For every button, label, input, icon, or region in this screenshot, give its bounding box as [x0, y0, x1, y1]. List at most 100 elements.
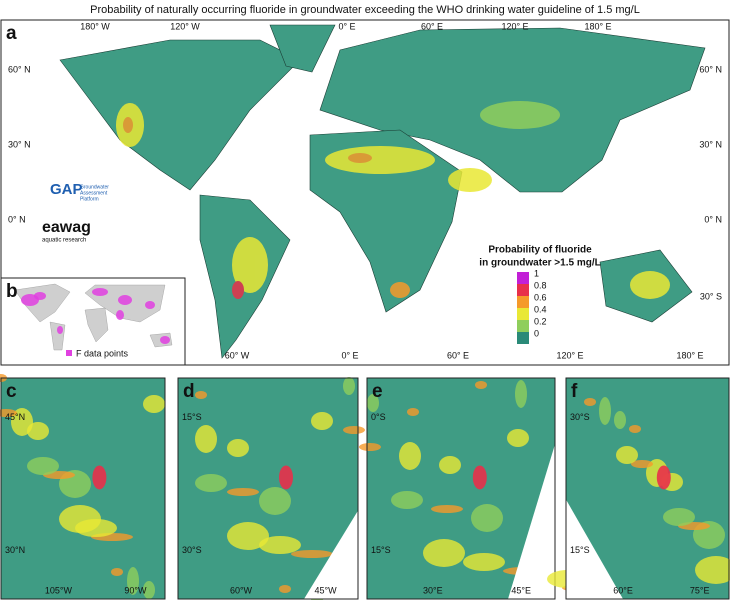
map-patch: [143, 395, 165, 413]
panel-frame: [565, 377, 730, 600]
lon-label: 180° W: [80, 21, 110, 31]
panel-frame: [0, 19, 730, 366]
legend-swatch: [66, 350, 72, 356]
map-patch: [359, 443, 381, 451]
panel-label: f: [571, 381, 578, 402]
map-patch: [407, 408, 419, 416]
greenland: [269, 24, 336, 73]
map-patch: [431, 505, 463, 513]
legend-label: 1: [534, 268, 539, 278]
lon-label: 120° W: [170, 21, 200, 31]
map-patch: [127, 567, 139, 595]
map-patch: [695, 556, 730, 584]
lat-label: 30°S: [182, 545, 202, 555]
panel-frame: [177, 377, 359, 600]
legend-swatch: [517, 308, 529, 320]
lat-label: 0° N: [8, 214, 26, 224]
panel-frame: [366, 377, 556, 600]
zoom-panel: d 15°S 30°S 60°W 45°W: [177, 377, 365, 600]
map-patch: [343, 426, 365, 434]
data-point-cluster: [118, 295, 132, 305]
gap-logo-text: Platform: [80, 196, 99, 202]
lon-label: 120° E: [556, 350, 583, 360]
lat-label: 45°N: [5, 412, 25, 422]
map-patch: [614, 411, 626, 429]
hotspots: [116, 101, 670, 299]
lon-label: 120° E: [501, 21, 528, 31]
legend-swatch: [517, 320, 529, 332]
lat-label: 60° N: [699, 64, 722, 74]
lat-label: 30° N: [699, 139, 722, 149]
eawag-logo: eawag: [42, 219, 91, 236]
lon-label: 105°W: [45, 585, 73, 595]
map-patch: [463, 553, 505, 571]
lon-label: 60° W: [225, 350, 250, 360]
lon-label: 45°W: [315, 585, 338, 595]
zoom-panel: e 0°S 15°S 30°E 45°E: [359, 377, 556, 600]
eawag-tagline: aquatic research: [42, 238, 86, 244]
map-patch: [616, 446, 638, 464]
ocean: [508, 444, 555, 599]
panel-label: b: [6, 281, 18, 302]
map-hotspot: [472, 465, 487, 490]
legend-title: in groundwater >1.5 mg/L: [479, 258, 600, 269]
lon-label: 0° E: [338, 21, 355, 31]
map-patch: [663, 508, 695, 526]
map-patch: [279, 585, 291, 593]
map-patch: [195, 474, 227, 492]
lon-label: 180° E: [676, 350, 703, 360]
data-point-cluster: [145, 301, 155, 309]
map-patch: [11, 408, 33, 436]
north-america: [59, 39, 301, 191]
lon-label: 180° E: [584, 21, 611, 31]
map-hotspot: [279, 465, 293, 490]
legend-label: 0: [534, 328, 539, 338]
gap-logo-text: Groundwater: [80, 184, 109, 190]
legend-label: 0.8: [534, 280, 547, 290]
panel-frame: [0, 377, 166, 600]
legend-swatch: [517, 284, 529, 296]
lat-label: 60° N: [8, 64, 31, 74]
figure-title: Probability of naturally occurring fluor…: [90, 4, 640, 16]
map-patch: [259, 487, 291, 515]
lat-label: 0° N: [704, 214, 722, 224]
lat-label: 30°N: [5, 545, 25, 555]
map-patch: [59, 505, 101, 533]
map-patch: [584, 398, 596, 406]
data-point-cluster: [92, 288, 108, 296]
map-patch: [599, 397, 611, 425]
legend-label: 0.2: [534, 316, 547, 326]
map-patch: [399, 442, 421, 470]
africa: [309, 129, 463, 313]
gap-logo-text: Assessment: [80, 190, 108, 196]
data-point-cluster: [160, 336, 170, 344]
map-patch: [0, 409, 17, 417]
zoom-panel: c 45°N 30°N 105°W 90°W: [0, 374, 166, 600]
map-patch: [27, 457, 59, 475]
data-point-cluster: [34, 292, 46, 300]
map-patch: [515, 380, 527, 408]
legend: 1 0.8 0.6 0.4 0.2 0: [517, 268, 547, 344]
legend-label: F data points: [76, 348, 129, 358]
map-patch: [391, 491, 423, 509]
legend-label: 0.4: [534, 304, 547, 314]
ocean: [566, 499, 624, 599]
lon-label: 30°E: [423, 585, 443, 595]
map-patch: [471, 504, 503, 532]
map-patch: [291, 550, 333, 558]
lat-label: 15°S: [570, 545, 590, 555]
zoom-panel: f 30°S 15°S 60°E 75°E: [547, 377, 730, 600]
lon-label: 60°E: [613, 585, 633, 595]
map-hotspot: [92, 465, 107, 490]
map-hotspot: [656, 465, 671, 490]
lon-label: 45°E: [511, 585, 531, 595]
ocean: [304, 510, 358, 599]
data-point-cluster: [116, 310, 124, 320]
lon-label: 60° E: [421, 21, 443, 31]
panel-a: a 180° W 120° W 0° E 60° E 120° E 180° E…: [0, 19, 730, 366]
data-point-cluster: [57, 326, 63, 334]
lat-label: 15°S: [182, 412, 202, 422]
panel-label: e: [372, 381, 383, 402]
data-points: [21, 288, 170, 344]
